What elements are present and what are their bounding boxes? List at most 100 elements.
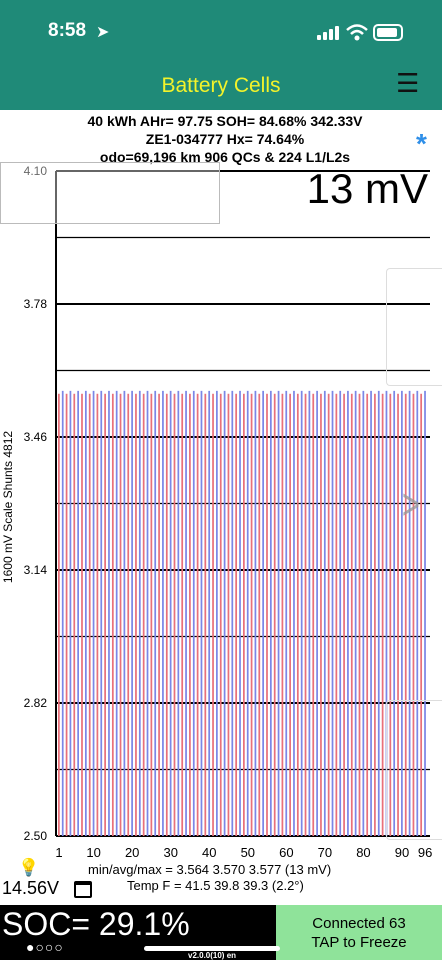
cell-bar xyxy=(254,390,257,836)
cell-bar xyxy=(96,393,99,836)
cell-bar xyxy=(115,390,118,836)
cell-bar xyxy=(289,393,291,836)
cell-bar xyxy=(374,393,376,836)
x-tick-label: 30 xyxy=(164,845,178,860)
cell-bar xyxy=(243,393,245,836)
soc-value: SOC= 29.1% xyxy=(2,906,190,942)
cell-bar xyxy=(227,393,230,836)
freeze-hint: TAP to Freeze xyxy=(311,934,407,951)
cell-bar xyxy=(354,390,357,836)
cell-bar xyxy=(304,393,307,836)
page-indicator[interactable]: ●○○○ xyxy=(26,939,64,955)
x-tick-label: 90 xyxy=(395,845,409,860)
cell-bar xyxy=(269,390,272,836)
cell-bar xyxy=(216,390,218,836)
cell-bar xyxy=(185,390,187,836)
page-title: Battery Cells xyxy=(161,74,281,97)
battery-info: 40 kWh AHr= 97.75 SOH= 84.68% 342.33V ZE… xyxy=(0,110,442,166)
cell-bar xyxy=(327,393,330,836)
cell-bar xyxy=(250,393,253,836)
cell-bar xyxy=(300,390,303,836)
cell-bar xyxy=(65,393,68,836)
aux-battery-voltage: 14.56V xyxy=(2,878,60,898)
cell-bar xyxy=(84,390,87,836)
cell-bar xyxy=(138,390,141,836)
cell-bar xyxy=(231,390,234,836)
cell-bar xyxy=(343,393,345,836)
cell-bar xyxy=(204,393,207,836)
connection-button[interactable]: Connected 63 TAP to Freeze xyxy=(276,905,442,960)
cell-bar xyxy=(335,393,338,836)
y-tick-label: 3.78 xyxy=(24,297,48,311)
chart-overlay-box[interactable] xyxy=(0,162,220,224)
lightbulb-icon[interactable]: 💡 xyxy=(18,858,40,877)
cell-bar xyxy=(123,390,126,836)
cell-bar xyxy=(235,393,238,836)
cell-bar xyxy=(404,393,407,836)
chevron-right-icon[interactable]: > xyxy=(401,480,420,529)
cell-bar xyxy=(420,393,423,836)
cell-bar xyxy=(150,393,153,836)
cell-bar xyxy=(393,390,396,836)
side-panel-bottom[interactable] xyxy=(386,700,442,840)
calendar-icon[interactable] xyxy=(74,881,92,898)
cell-bar xyxy=(111,393,114,836)
x-tick-label: 50 xyxy=(241,845,255,860)
cell-bar xyxy=(262,390,265,836)
cell-bar xyxy=(104,393,106,836)
favorite-star-icon[interactable]: * xyxy=(416,128,427,159)
cell-bar xyxy=(131,390,133,836)
cell-bar xyxy=(370,390,372,836)
temperature-stats: Temp F = 41.5 39.8 39.3 (2.2°) xyxy=(127,878,304,893)
cell-bar xyxy=(266,393,268,836)
cell-bar xyxy=(347,390,349,836)
nav-bar: Battery Cells ☰ xyxy=(0,64,442,110)
cell-bar xyxy=(158,393,160,836)
cell-bar xyxy=(239,390,241,836)
delta-voltage: 13 mV xyxy=(306,165,428,212)
x-tick-label: 40 xyxy=(202,845,216,860)
cell-voltage-chart[interactable]: 4.10 3.78 3.46 3.14 2.82 2.50 1 10 20 30 40 50 60 70 8… xyxy=(0,160,442,860)
home-indicator[interactable] xyxy=(144,946,280,951)
clock: 8:58 xyxy=(48,20,87,41)
cell-bar xyxy=(389,393,392,836)
cell-bar xyxy=(408,390,411,836)
cell-bar xyxy=(416,390,419,836)
info-row-capacity: 40 kWh AHr= 97.75 SOH= 84.68% 342.33V xyxy=(87,113,363,129)
side-panel-top[interactable] xyxy=(386,268,442,386)
cell-bar xyxy=(200,390,203,836)
cell-bar xyxy=(189,393,191,836)
cell-bar xyxy=(316,390,318,836)
cell-bar xyxy=(169,390,172,836)
cell-bar xyxy=(196,393,199,836)
cell-bar xyxy=(92,390,95,836)
cell-bar xyxy=(296,393,299,836)
info-row-odometer: odo=69,196 km 906 QCs & 224 L1/L2s xyxy=(99,149,351,165)
cell-bar xyxy=(258,393,261,836)
cell-bar xyxy=(88,393,91,836)
cell-bar xyxy=(127,393,130,836)
cell-bar xyxy=(61,390,64,836)
x-tick-label: 1 xyxy=(55,845,62,860)
x-tick-label: 20 xyxy=(125,845,139,860)
cell-bar xyxy=(58,393,60,836)
y-tick-label: 3.14 xyxy=(24,563,48,577)
voltage-stats: min/avg/max = 3.564 3.570 3.577 (13 mV) xyxy=(88,862,332,877)
cell-bar xyxy=(81,393,83,836)
cell-bar xyxy=(142,393,145,836)
cell-bar xyxy=(281,393,284,836)
x-tick-label: 80 xyxy=(356,845,370,860)
menu-icon[interactable]: ☰ xyxy=(396,68,420,98)
cell-bar xyxy=(320,393,322,836)
cell-bar xyxy=(192,390,195,836)
cell-bar xyxy=(273,393,276,836)
cell-bar xyxy=(165,393,168,836)
cell-bar xyxy=(412,393,415,836)
cell-bar xyxy=(293,390,295,836)
cell-bar xyxy=(246,390,249,836)
location-arrow-icon: ➤ xyxy=(96,24,110,41)
info-row-vin: ZE1-034777 Hx= 74.64% xyxy=(145,131,305,147)
cell-bar xyxy=(77,390,80,836)
y-axis-label: 1600 mV Scale Shunts 4812 xyxy=(1,430,15,584)
cell-bar xyxy=(173,393,176,836)
